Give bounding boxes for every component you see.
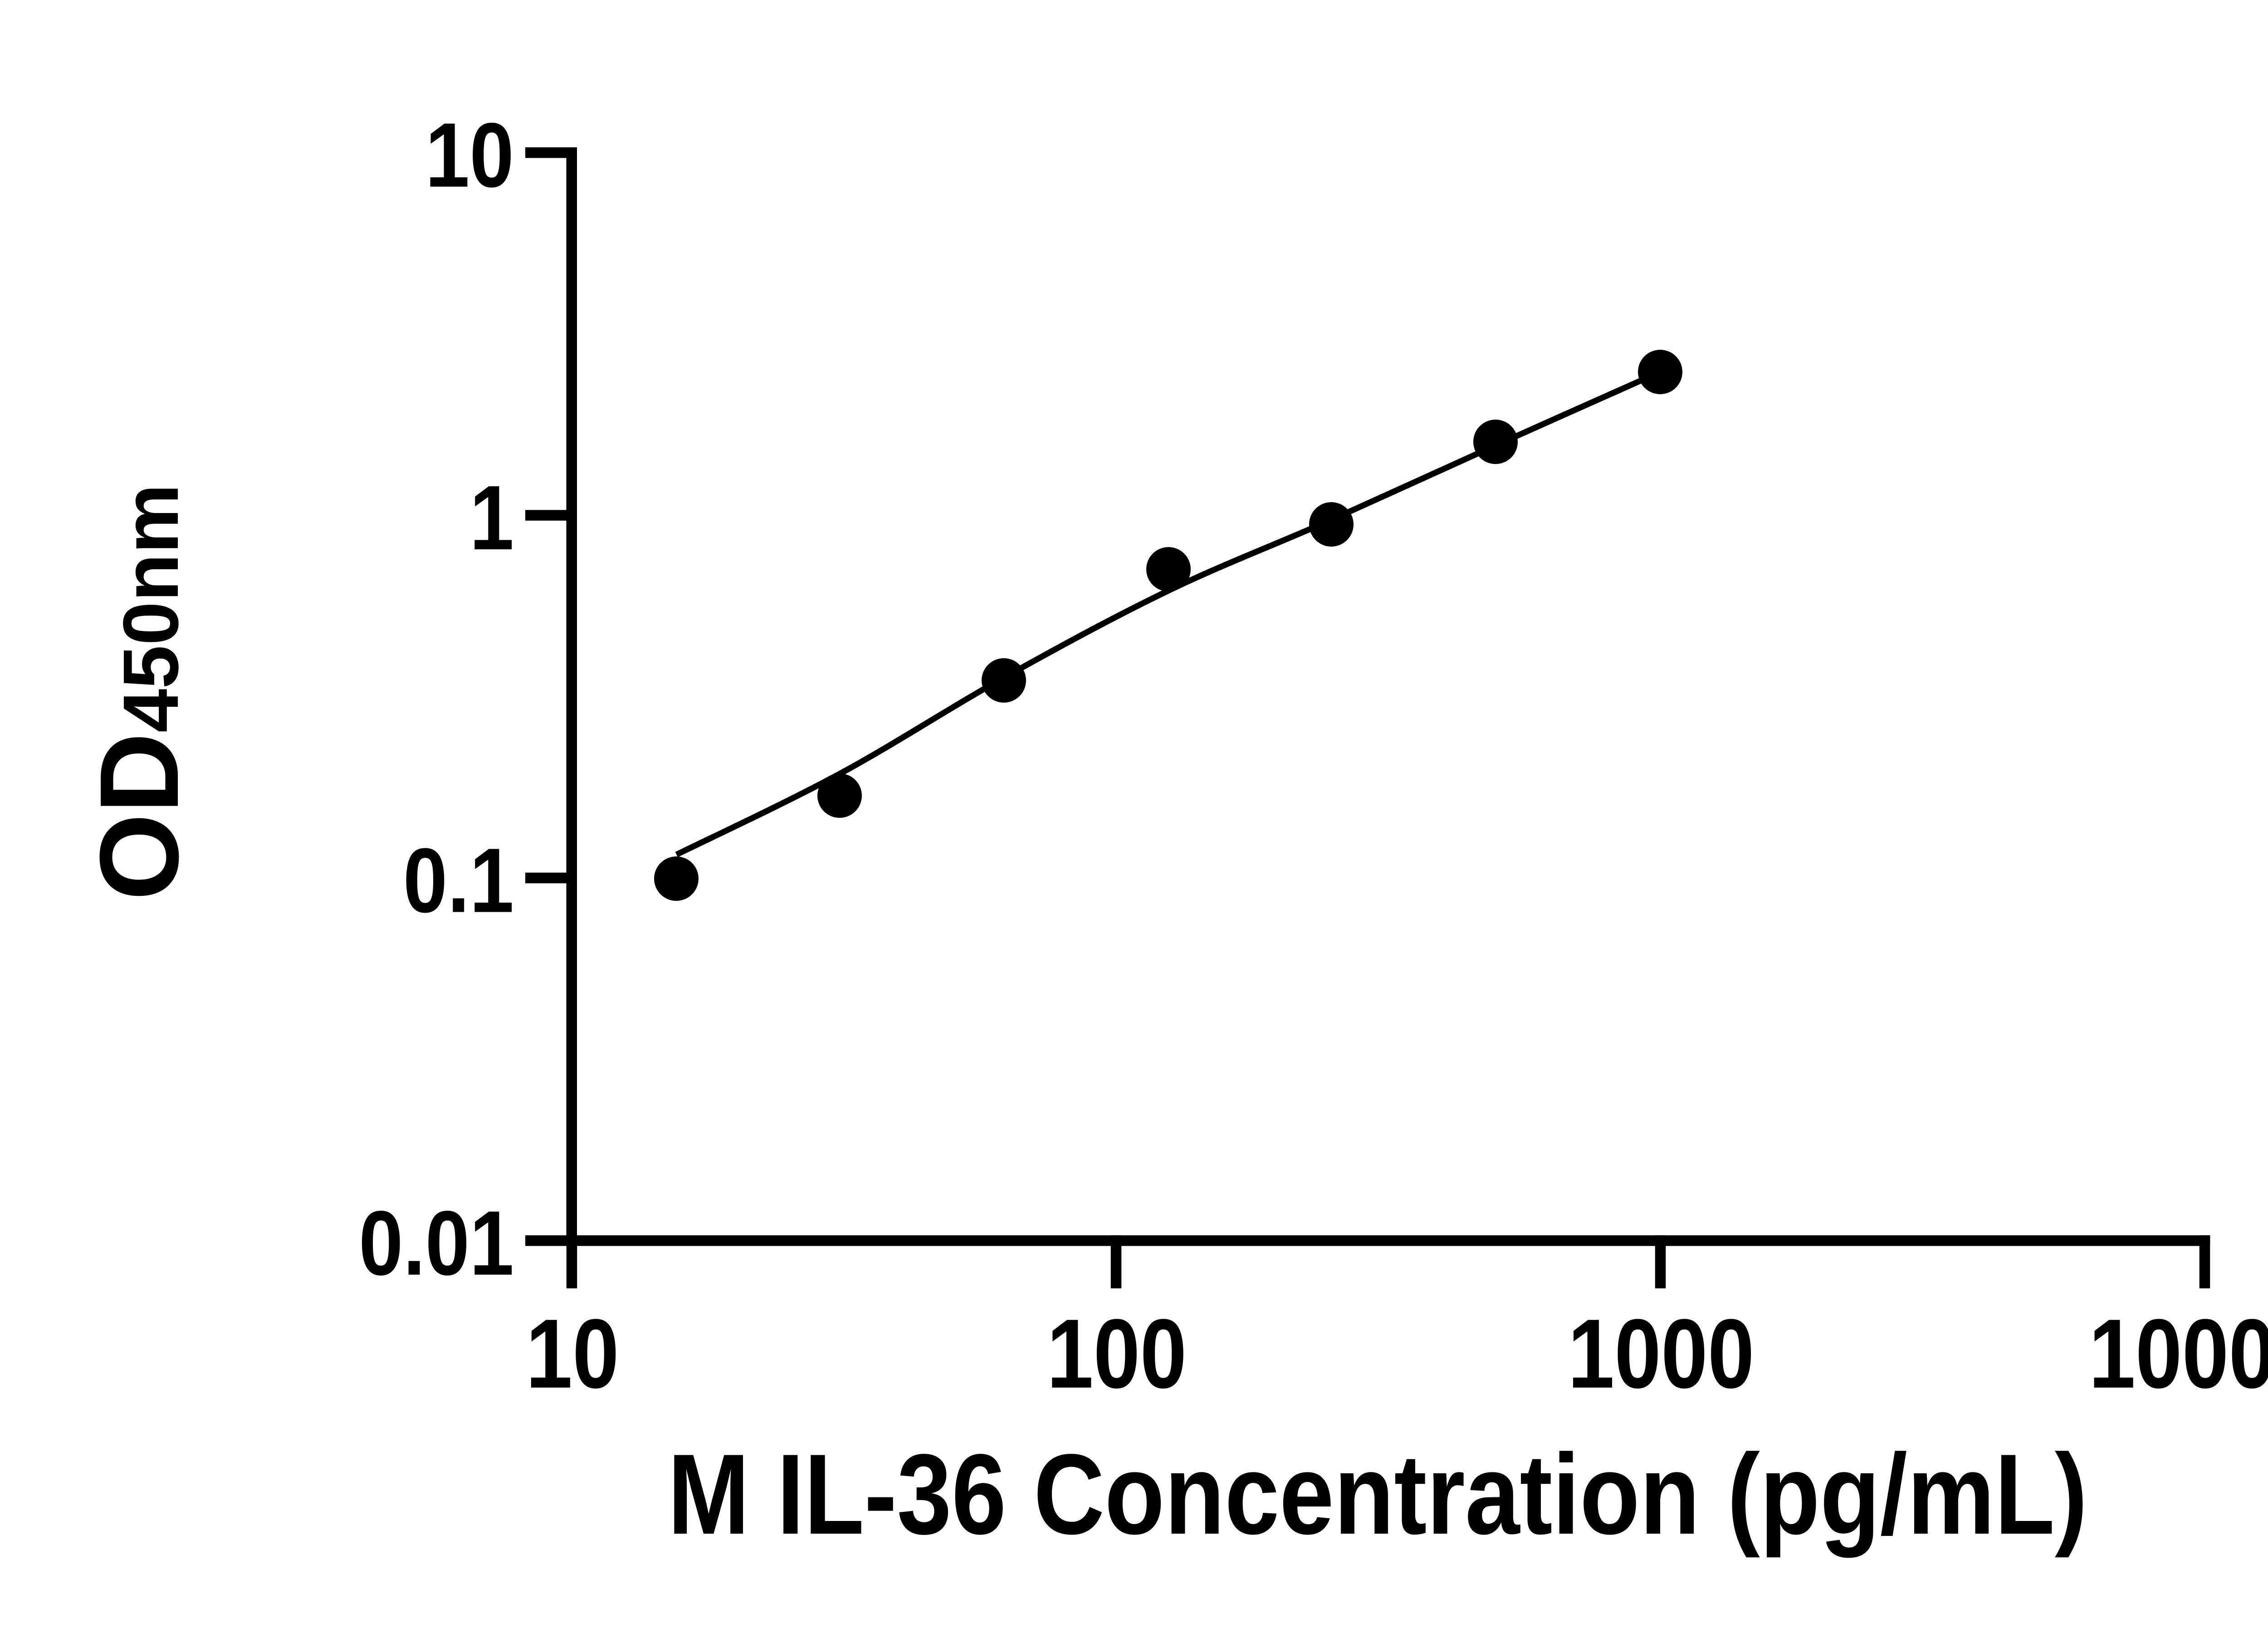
svg-text:OD450nm: OD450nm [77, 484, 202, 901]
svg-text:1000: 1000 [1568, 1299, 1754, 1408]
svg-text:0.01: 0.01 [359, 1193, 514, 1295]
svg-text:10000: 10000 [2089, 1299, 2268, 1408]
svg-text:100: 100 [1047, 1299, 1187, 1408]
svg-text:M IL-36 Concentration (pg/mL): M IL-36 Concentration (pg/mL) [668, 1430, 2087, 1558]
svg-text:0.1: 0.1 [403, 830, 514, 932]
svg-text:10: 10 [526, 1299, 619, 1408]
svg-text:10: 10 [425, 104, 514, 206]
svg-text:1: 1 [469, 467, 514, 569]
